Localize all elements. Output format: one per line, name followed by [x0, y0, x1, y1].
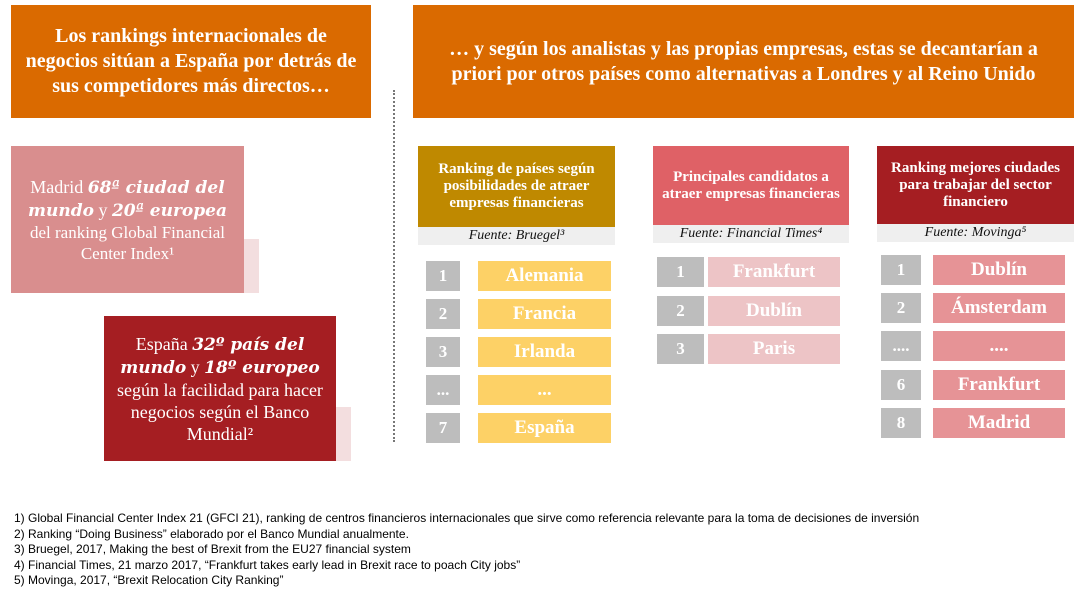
rank-number: ....	[881, 331, 921, 362]
footnotes: 1) Global Financial Center Index 21 (GFC…	[14, 511, 919, 589]
rank-name: Dublín	[708, 295, 840, 326]
bold-text: 68ª ciudad del mundo	[28, 177, 225, 221]
rank-name: Paris	[708, 334, 840, 364]
rank-number: 2	[657, 295, 704, 326]
rank-name: Frankfurt	[708, 257, 840, 287]
box-shadow	[244, 239, 259, 293]
rank-name: ....	[933, 331, 1065, 362]
madrid-ranking-box: Madrid 68ª ciudad del mundo y 20ª europe…	[11, 146, 244, 293]
bold-text: 20ª europea	[111, 200, 227, 221]
rank-number: 7	[426, 413, 460, 443]
left-title: Los rankings internacionales de negocios…	[11, 5, 371, 118]
text: y	[186, 356, 205, 377]
text: España	[135, 333, 193, 354]
column-header: Ranking mejores ciudades para trabajar d…	[877, 146, 1074, 224]
footnote: 2) Ranking “Doing Business” elaborado po…	[14, 526, 409, 541]
rank-number: ...	[426, 375, 460, 405]
text: según la facilidad para hacer negocios s…	[117, 379, 323, 444]
column-header: Ranking de países según posibilidades de…	[418, 146, 615, 227]
bold-text: 32º país del mundo	[120, 334, 305, 378]
spain-text: España 32º país del mundo y 18º europeo …	[112, 333, 328, 445]
footnote: 3) Bruegel, 2017, Making the best of Bre…	[14, 542, 411, 557]
spain-ranking-box: España 32º país del mundo y 18º europeo …	[104, 316, 336, 461]
rank-name: Ámsterdam	[933, 293, 1065, 324]
rank-number: 8	[881, 407, 921, 438]
rank-number: 2	[881, 293, 921, 324]
column-source: Fuente: Bruegel³	[418, 227, 615, 245]
footnote: 1) Global Financial Center Index 21 (GFC…	[14, 511, 920, 525]
rank-number: 3	[657, 334, 704, 364]
column-header: Principales candidatos a atraer empresas…	[653, 146, 849, 225]
madrid-highlight: Madrid 68ª ciudad del mundo y 20ª europe…	[19, 176, 236, 222]
rank-number: 2	[426, 299, 460, 329]
rank-name: ...	[478, 375, 611, 405]
rank-name: España	[478, 413, 611, 443]
text: y	[93, 199, 112, 220]
footnote: 4) Financial Times, 21 marzo 2017, “Fran…	[14, 557, 521, 572]
rank-name: Irlanda	[478, 337, 611, 367]
text: Madrid	[30, 176, 88, 197]
column-source: Fuente: Movinga⁵	[877, 224, 1074, 242]
box-shadow	[336, 407, 351, 461]
rank-name: Frankfurt	[933, 369, 1065, 400]
rank-name: Francia	[478, 299, 611, 329]
rank-name: Alemania	[478, 261, 611, 291]
divider	[393, 90, 395, 442]
madrid-detail: del ranking Global Financial Center Inde…	[30, 222, 225, 263]
rank-number: 3	[426, 337, 460, 367]
right-title: … y según los analistas y las propias em…	[413, 5, 1074, 118]
rank-number: 6	[881, 369, 921, 400]
column-source: Fuente: Financial Times⁴	[653, 225, 849, 243]
rank-number: 1	[657, 257, 704, 287]
footnote: 5) Movinga, 2017, “Brexit Relocation Cit…	[14, 573, 284, 588]
rank-name: Dublín	[933, 255, 1065, 285]
bold-text: 18º europeo	[204, 357, 320, 378]
rank-name: Madrid	[933, 407, 1065, 438]
rank-number: 1	[881, 255, 921, 285]
rank-number: 1	[426, 261, 460, 291]
